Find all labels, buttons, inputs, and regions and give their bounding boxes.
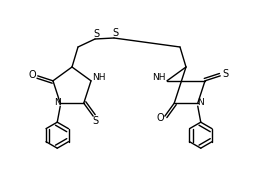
Text: S: S: [112, 28, 118, 38]
Text: NH: NH: [152, 73, 166, 82]
Text: O: O: [29, 70, 36, 80]
Text: N: N: [54, 98, 61, 107]
Text: S: S: [222, 69, 228, 79]
Text: S: S: [92, 116, 98, 126]
Text: N: N: [197, 98, 204, 107]
Text: NH: NH: [92, 73, 106, 82]
Text: S: S: [93, 29, 99, 39]
Text: O: O: [156, 113, 164, 123]
